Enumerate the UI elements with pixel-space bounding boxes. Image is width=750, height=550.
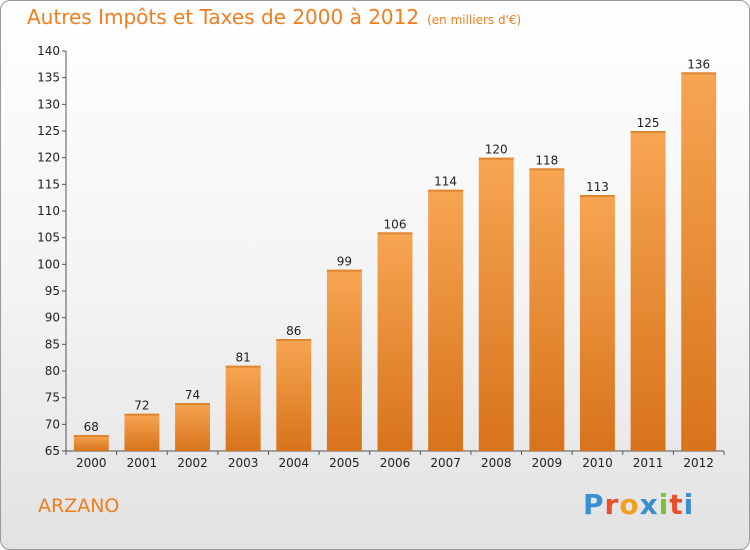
bar-value-label: 113 [586, 180, 609, 194]
y-tick-label: 85 [45, 337, 60, 351]
x-tick-label: 2006 [380, 456, 411, 470]
x-tick-label: 2009 [532, 456, 563, 470]
x-tick-label: 2000 [76, 456, 107, 470]
y-tick-label: 120 [37, 151, 60, 165]
bar [73, 435, 109, 451]
y-tick-label: 110 [37, 204, 60, 218]
bar-top-edge [529, 168, 565, 171]
logo-letter: r [604, 488, 620, 521]
bar [124, 413, 160, 451]
y-tick-label: 105 [37, 231, 60, 245]
logo-letter: o [619, 488, 640, 521]
logo-letter: i [683, 488, 695, 521]
y-tick-label: 90 [45, 311, 60, 325]
bar [276, 339, 312, 451]
bar [681, 72, 717, 451]
y-tick-label: 135 [37, 71, 60, 85]
y-tick-label: 65 [45, 444, 60, 458]
bar-top-edge [124, 413, 160, 416]
bar-value-label: 81 [236, 351, 251, 365]
bar-value-label: 106 [384, 217, 407, 231]
x-tick-label: 2001 [127, 456, 158, 470]
bar [428, 189, 464, 451]
x-tick-label: 2003 [228, 456, 259, 470]
x-tick-label: 2002 [177, 456, 208, 470]
x-tick-label: 2004 [278, 456, 309, 470]
bar-top-edge [276, 339, 312, 341]
bar-top-edge [428, 189, 464, 192]
y-tick-label: 80 [45, 364, 60, 378]
bar-top-edge [630, 131, 666, 133]
logo-letter: t [669, 488, 684, 521]
bar-top-edge [681, 72, 717, 75]
y-tick-label: 95 [45, 284, 60, 298]
town-name: ARZANO [38, 495, 120, 517]
bar [377, 232, 413, 451]
bar [225, 365, 261, 451]
y-tick-label: 70 [45, 417, 60, 431]
proxiti-logo: Proxiti [583, 488, 694, 521]
bar [630, 131, 666, 451]
bar [326, 269, 362, 451]
bar-value-label: 125 [637, 116, 660, 130]
chart-unit: (en milliers d'€) [427, 13, 522, 27]
chart-title: Autres Impôts et Taxes de 2000 à 2012 (en… [27, 5, 521, 29]
bar-top-edge [579, 195, 615, 197]
bar [529, 168, 565, 452]
chart-bars: 68 72 74 81 86 99 106 114 120 118 113 125 136 [73, 57, 717, 452]
y-tick-label: 115 [37, 177, 60, 191]
bar-top-edge [175, 403, 211, 405]
chart-title-text: Autres Impôts et Taxes de 2000 à 2012 [27, 5, 420, 29]
bar [478, 157, 514, 451]
bar-top-edge [377, 232, 413, 235]
x-tick-label: 2010 [582, 456, 613, 470]
y-tick-label: 130 [37, 97, 60, 111]
x-tick-label: 2005 [329, 456, 360, 470]
logo-letter: P [583, 488, 605, 521]
bar-top-edge [225, 365, 261, 368]
bar-value-label: 86 [286, 324, 301, 338]
x-tick-label: 2007 [430, 456, 461, 470]
bar-top-edge [73, 435, 109, 437]
y-tick-label: 125 [37, 124, 60, 138]
bar [579, 195, 615, 451]
bar-value-label: 118 [535, 153, 558, 167]
bar-value-label: 72 [134, 399, 149, 413]
y-tick-label: 75 [45, 391, 60, 405]
bar-value-label: 136 [687, 57, 710, 71]
x-tick-label: 2008 [481, 456, 512, 470]
y-tick-label: 140 [37, 44, 60, 58]
bar-top-edge [478, 157, 514, 160]
x-tick-label: 2011 [633, 456, 664, 470]
bar-value-label: 74 [185, 388, 200, 402]
bar-value-label: 114 [434, 175, 457, 189]
bar-top-edge [326, 269, 362, 272]
bar-value-label: 99 [337, 255, 352, 269]
bar [175, 403, 211, 451]
chart-axes: 65 70 75 80 85 90 95 100 105 110 115 120 125 130 135 14… [37, 44, 725, 470]
y-tick-label: 100 [37, 257, 60, 271]
logo-letter: x [639, 488, 659, 521]
bar-value-label: 120 [485, 143, 508, 157]
bar-value-label: 68 [84, 420, 99, 434]
x-tick-label: 2012 [683, 456, 714, 470]
logo-letter: i [658, 488, 670, 521]
